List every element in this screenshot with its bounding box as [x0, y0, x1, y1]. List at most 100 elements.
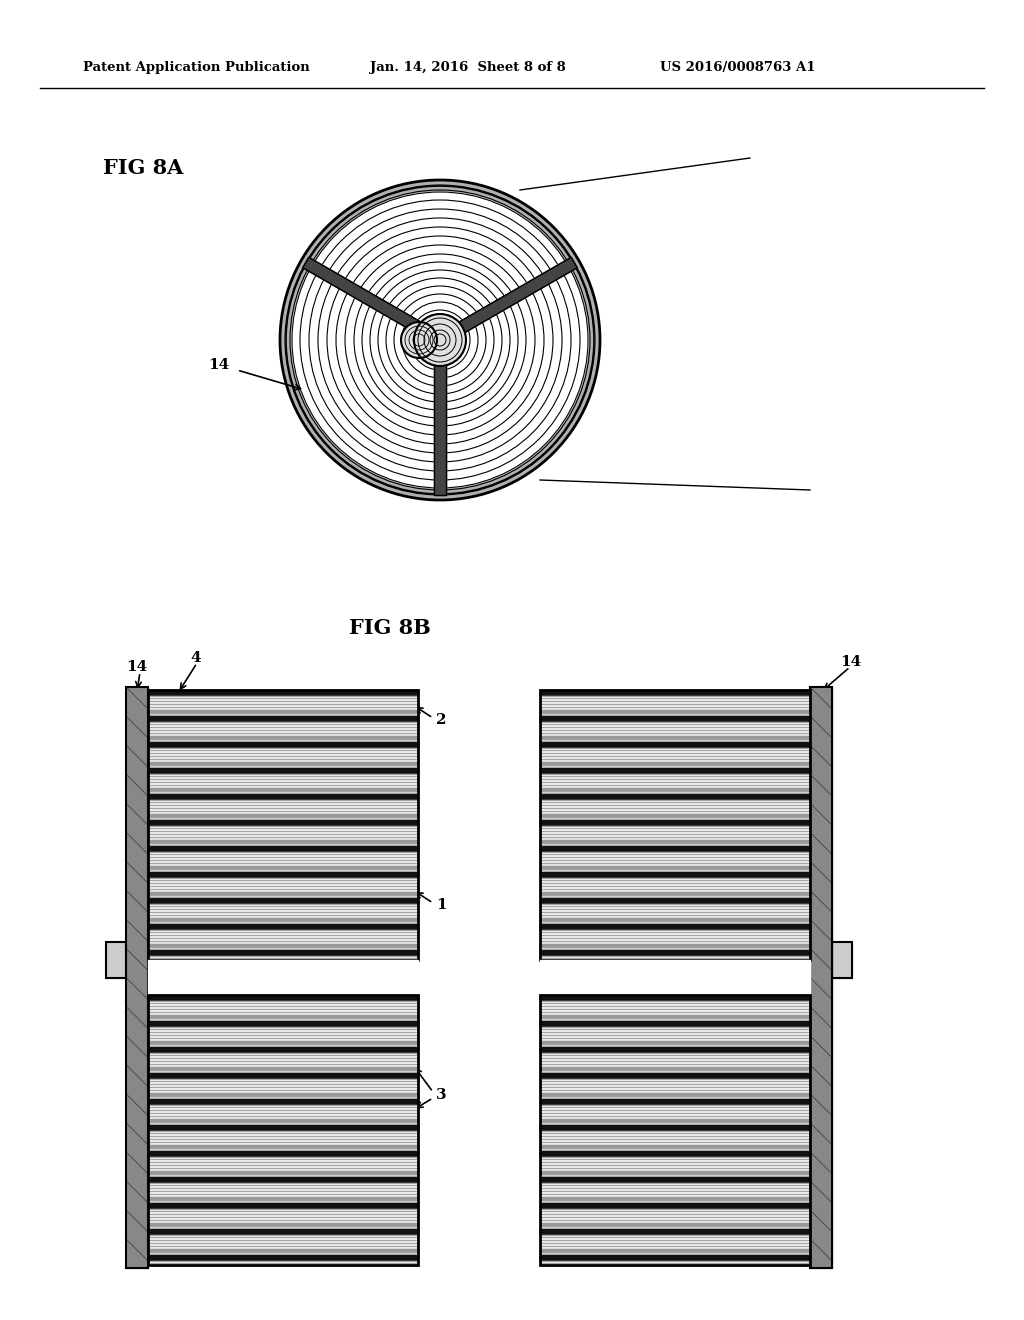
Bar [540, 1100, 810, 1105]
Bar [148, 1015, 418, 1019]
Bar [540, 1253, 810, 1255]
Bar [540, 1027, 810, 1040]
Bar [540, 1226, 810, 1229]
Bar [148, 929, 418, 944]
Bar [148, 1118, 418, 1122]
Bar [540, 1255, 810, 1261]
Bar [540, 1151, 810, 1156]
Bar [148, 903, 418, 917]
Bar [540, 1047, 810, 1052]
Bar [540, 944, 810, 948]
Bar [540, 690, 810, 960]
Bar [148, 891, 418, 895]
Bar [148, 1040, 418, 1044]
Bar [148, 817, 418, 820]
Bar [540, 1229, 810, 1234]
Bar [540, 929, 810, 944]
Bar [148, 917, 418, 921]
Bar [148, 1093, 418, 1097]
Bar [540, 795, 810, 800]
Bar [540, 1073, 810, 1078]
Bar [831, 942, 852, 978]
Bar [148, 813, 418, 817]
Bar [540, 690, 810, 960]
Bar [540, 825, 810, 840]
Text: 14: 14 [840, 655, 861, 669]
Bar [148, 1047, 418, 1052]
Text: Jan. 14, 2016  Sheet 8 of 8: Jan. 14, 2016 Sheet 8 of 8 [370, 62, 565, 74]
Bar [148, 1100, 418, 1105]
Bar [540, 1118, 810, 1122]
Bar [540, 1175, 810, 1177]
Bar [540, 924, 810, 929]
Bar [148, 1078, 418, 1093]
Bar [540, 1261, 810, 1265]
Bar [540, 1177, 810, 1183]
Bar [540, 917, 810, 921]
Bar [148, 924, 418, 929]
Bar [540, 1001, 810, 1015]
Bar [148, 1200, 418, 1203]
Bar [148, 1125, 418, 1130]
Bar [148, 1148, 418, 1151]
Text: US 2016/0008763 A1: US 2016/0008763 A1 [660, 62, 815, 74]
Bar [148, 788, 418, 792]
Text: 2: 2 [436, 713, 446, 727]
Bar [148, 1255, 418, 1261]
Bar [148, 1226, 418, 1229]
Bar [106, 942, 126, 978]
Bar [540, 878, 810, 891]
Bar [540, 1097, 810, 1100]
Bar [540, 813, 810, 817]
Bar [148, 895, 418, 898]
Polygon shape [456, 257, 578, 334]
Bar [540, 1144, 810, 1148]
Bar [148, 1175, 418, 1177]
Bar [148, 739, 418, 742]
Bar [148, 1071, 418, 1073]
Bar [540, 956, 810, 960]
Text: Patent Application Publication: Patent Application Publication [83, 62, 309, 74]
Bar [540, 846, 810, 851]
Text: 14: 14 [208, 358, 229, 372]
Bar [540, 1209, 810, 1222]
Bar [540, 950, 810, 956]
Bar [148, 1171, 418, 1175]
Bar [148, 1234, 418, 1249]
Bar [540, 895, 810, 898]
Bar [148, 866, 418, 870]
Bar [126, 686, 148, 1269]
Bar [540, 696, 810, 710]
Bar [540, 1122, 810, 1125]
Polygon shape [434, 362, 446, 495]
Bar [540, 1125, 810, 1130]
Bar [148, 1151, 418, 1156]
Bar [148, 1044, 418, 1047]
Bar [540, 948, 810, 950]
Circle shape [280, 180, 600, 500]
Bar [148, 995, 418, 1001]
Bar [148, 762, 418, 766]
Bar [540, 742, 810, 747]
Bar [148, 710, 418, 714]
Bar [148, 690, 418, 696]
Bar [148, 774, 418, 788]
Bar [540, 873, 810, 878]
Bar [148, 1183, 418, 1196]
Bar [540, 792, 810, 795]
Bar [540, 1019, 810, 1020]
Bar [148, 1105, 418, 1118]
Bar [148, 715, 418, 722]
Bar [540, 1156, 810, 1171]
Bar [540, 1071, 810, 1073]
Bar [148, 1122, 418, 1125]
Bar [148, 873, 418, 878]
Bar [148, 766, 418, 768]
Polygon shape [303, 257, 424, 334]
Bar [540, 995, 810, 1001]
Bar [540, 714, 810, 715]
Bar [540, 820, 810, 825]
Bar [540, 843, 810, 846]
Bar [106, 942, 126, 978]
Bar [540, 1040, 810, 1044]
